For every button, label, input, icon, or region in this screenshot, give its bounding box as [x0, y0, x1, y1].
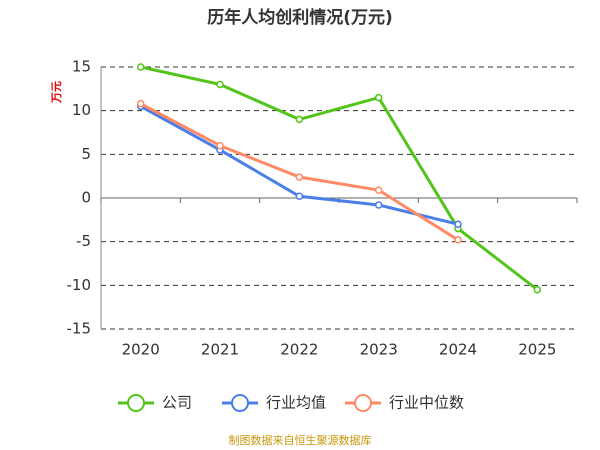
data-point [374, 201, 383, 209]
series-line [140, 65, 539, 291]
legend-label: 公司 [162, 394, 192, 412]
legend-marker [231, 394, 249, 412]
x-tick-label: 2020 [122, 341, 160, 359]
data-point [454, 220, 462, 228]
legend-label: 行业均值 [266, 394, 326, 412]
x-tick-label: 2023 [360, 341, 398, 359]
y-tick-label: -15 [67, 320, 92, 338]
data-point [295, 173, 304, 181]
chart-title: 历年人均创利情况(万元) [207, 7, 393, 28]
source-note: 制图数据来自恒生聚源数据库 [229, 433, 372, 447]
series-line [139, 104, 459, 226]
data-point [533, 285, 542, 294]
data-point [136, 99, 145, 108]
legend-marker [354, 394, 372, 412]
x-tick-label: 2025 [518, 341, 556, 359]
y-tick-label: -10 [67, 276, 92, 294]
data-point [136, 63, 145, 71]
data-point [295, 192, 304, 201]
data-point [374, 93, 383, 102]
data-point [454, 236, 462, 244]
y-tick-label: 5 [81, 145, 91, 163]
series-line [139, 102, 459, 242]
data-point [374, 186, 383, 194]
y-axis-label: 万元 [50, 81, 63, 104]
legend-label: 行业中位数 [389, 394, 464, 412]
y-tick-label: 10 [72, 101, 91, 119]
y-tick-label: 15 [72, 58, 91, 76]
data-point [216, 80, 224, 89]
y-tick-label: 0 [81, 189, 91, 207]
x-tick-label: 2024 [439, 341, 477, 359]
data-point [216, 141, 224, 150]
x-tick-label: 2022 [280, 341, 318, 359]
legend-marker [127, 394, 145, 412]
y-tick-label: -5 [76, 232, 91, 250]
data-point [295, 115, 304, 124]
x-tick-label: 2021 [201, 341, 239, 359]
